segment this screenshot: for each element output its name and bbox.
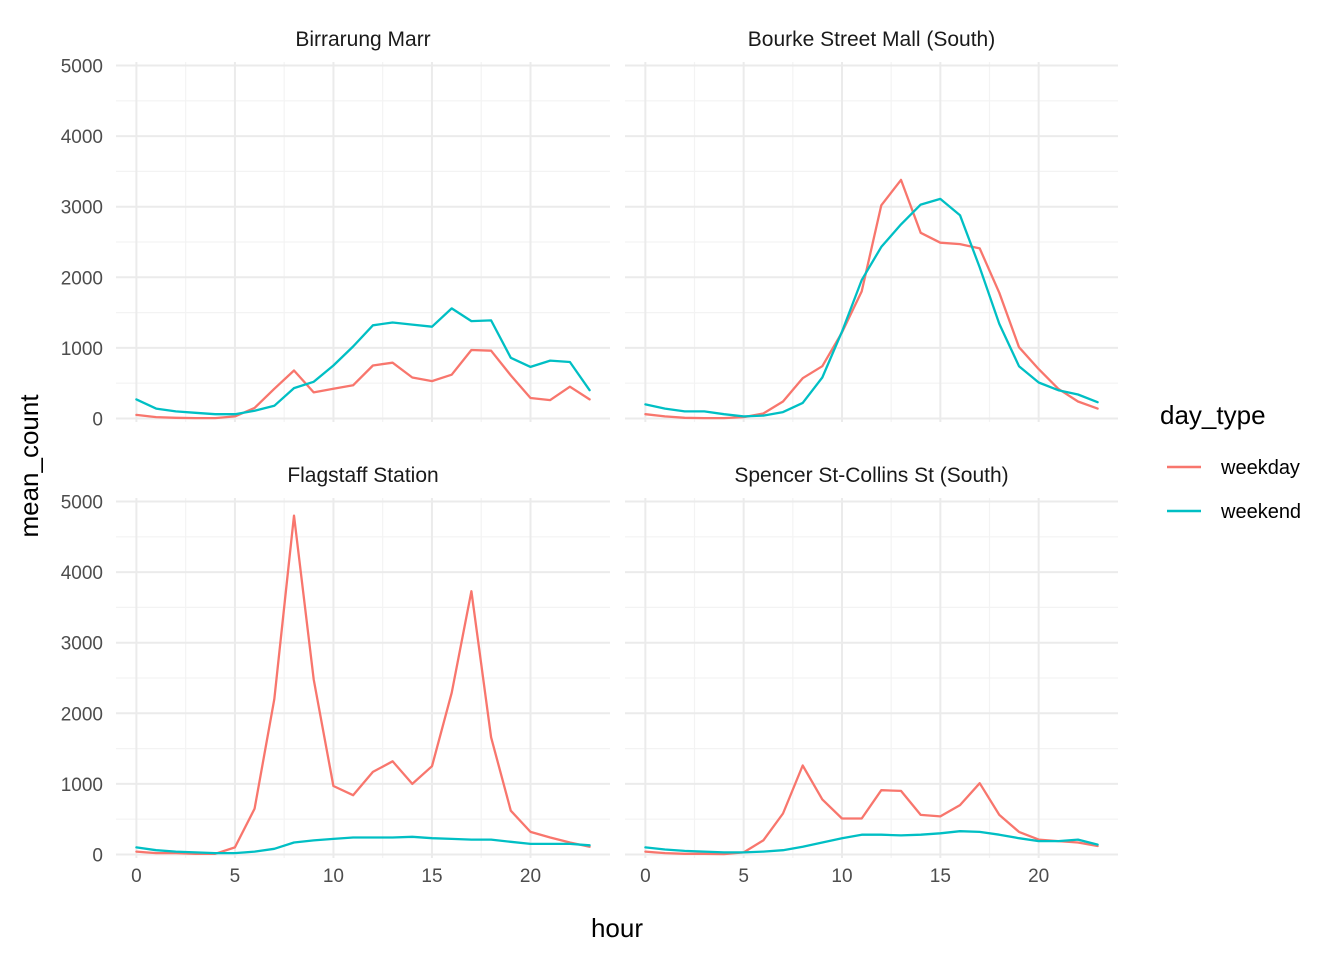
y-tick-label: 5000: [61, 57, 103, 78]
y-tick-label: 5000: [61, 493, 103, 514]
facet-title: Bourke Street Mall (South): [748, 28, 995, 51]
facet-title: Flagstaff Station: [287, 464, 438, 487]
y-tick-label: 4000: [61, 563, 103, 584]
y-tick-label: 1000: [61, 339, 103, 360]
x-tick-label: 15: [930, 866, 951, 887]
panels-layer: Birrarung Marr010002000300040005000Bourk…: [61, 28, 1118, 887]
x-tick-label: 15: [421, 866, 442, 887]
series-line-weekday: [135, 348, 591, 420]
x-tick-label: 0: [131, 866, 142, 887]
x-tick-label: 5: [230, 866, 241, 887]
facet-panel-3: Flagstaff Station 0 1000 2000 3000 4000 5000 0 5…: [61, 464, 610, 887]
y-tick-label: 0: [92, 845, 103, 866]
x-tick-label: 5: [738, 866, 749, 887]
y-tick-label: 2000: [61, 704, 103, 725]
x-tick-label: 0: [640, 866, 651, 887]
series-line-weekend: [135, 835, 591, 855]
series-line-weekday: [644, 764, 1099, 856]
facet-title: Spencer St-Collins St (South): [734, 464, 1008, 487]
facet-panel-4: Spencer St-Collins St (South) 0 5 10 15 20: [625, 464, 1118, 887]
y-tick-label: 1000: [61, 775, 103, 796]
y-tick-label: 2000: [61, 268, 103, 289]
series-line-weekend: [644, 197, 1099, 418]
legend: day_type weekday weekend: [1160, 400, 1301, 523]
x-axis-title: hour: [591, 913, 643, 943]
y-tick-label: 3000: [61, 634, 103, 655]
legend-title: day_type: [1160, 400, 1266, 430]
y-axis-title: mean_count: [14, 394, 44, 538]
facet-title: Birrarung Marr: [295, 28, 430, 51]
x-tick-label: 20: [1028, 866, 1049, 887]
x-tick-label: 20: [520, 866, 541, 887]
facet-panel-1: Birrarung Marr 0 1000 2000 3000 4000 5000: [61, 28, 610, 430]
series-line-weekday: [644, 178, 1099, 420]
y-tick-label: 4000: [61, 127, 103, 148]
y-tick-label: 0: [92, 409, 103, 430]
legend-label-weekend: weekend: [1220, 501, 1301, 523]
series-line-weekend: [644, 830, 1099, 854]
y-tick-label: 3000: [61, 198, 103, 219]
x-tick-label: 10: [323, 866, 344, 887]
legend-label-weekday: weekday: [1220, 457, 1300, 479]
series-line-weekend: [135, 307, 591, 416]
x-tick-label: 10: [831, 866, 852, 887]
facet-panel-2: Bourke Street Mall (South): [625, 28, 1118, 422]
series-line-weekday: [135, 514, 591, 855]
